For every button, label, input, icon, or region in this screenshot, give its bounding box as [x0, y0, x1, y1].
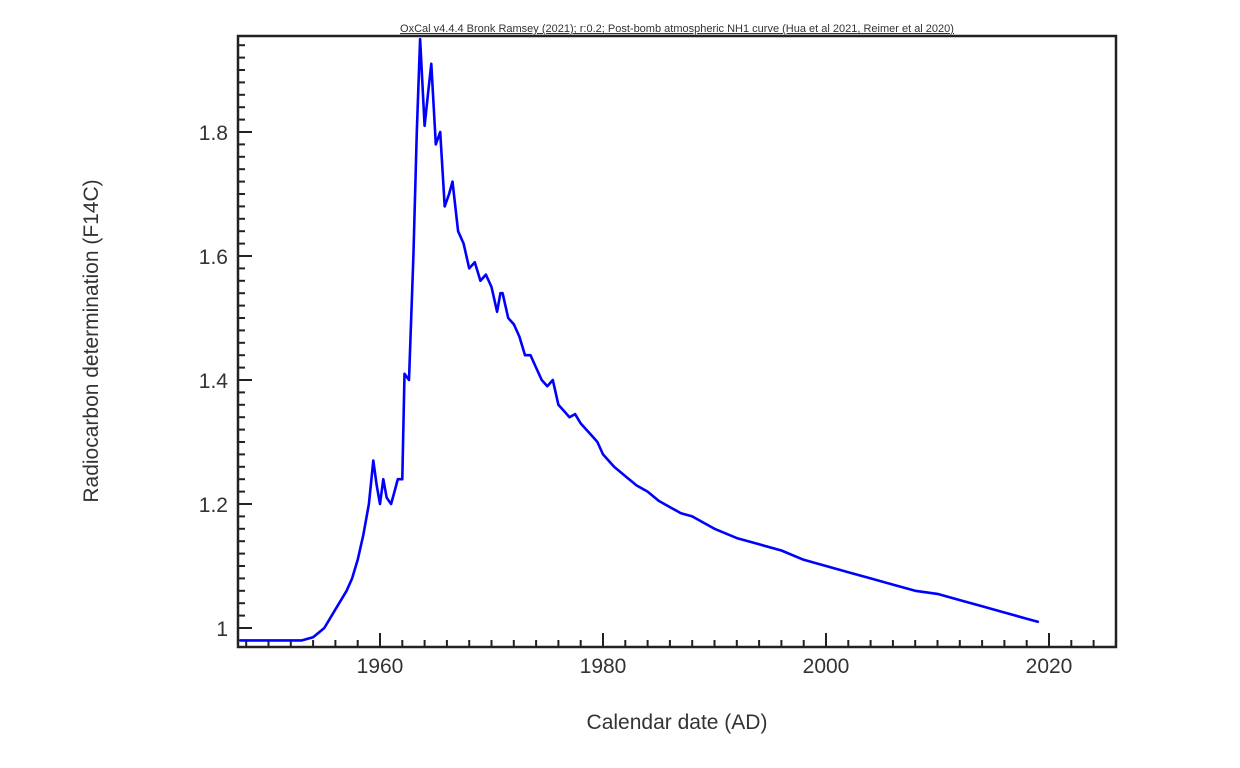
- chart-title: OxCal v4.4.4 Bronk Ramsey (2021); r:0.2;…: [400, 23, 954, 35]
- plot-area: 1960 1980 2000 2020 1 1.2 1.4 1.6 1.8: [199, 34, 1118, 678]
- y-tick-label: 1.8: [199, 122, 228, 145]
- x-tick-label: 1960: [357, 655, 404, 678]
- y-tick-label: 1.4: [199, 370, 229, 393]
- minor-ticks: [238, 44, 1117, 647]
- y-tick-label: 1.2: [199, 494, 228, 517]
- y-tick-label: 1: [216, 618, 228, 641]
- y-tick-label: 1.6: [199, 246, 228, 269]
- y-axis-label: Radiocarbon determination (F14C): [80, 179, 103, 502]
- x-axis-label: Calendar date (AD): [587, 711, 768, 734]
- x-tick-label: 2020: [1026, 655, 1073, 678]
- plot-frame: [236, 34, 1118, 649]
- x-tick-labels: 1960 1980 2000 2020: [357, 655, 1073, 678]
- x-tick-label: 1980: [580, 655, 627, 678]
- series-line-nh1-curve: [239, 37, 1040, 642]
- major-ticks: [238, 131, 1050, 647]
- x-tick-label: 2000: [803, 655, 850, 678]
- y-tick-labels: 1 1.2 1.4 1.6 1.8: [199, 122, 229, 641]
